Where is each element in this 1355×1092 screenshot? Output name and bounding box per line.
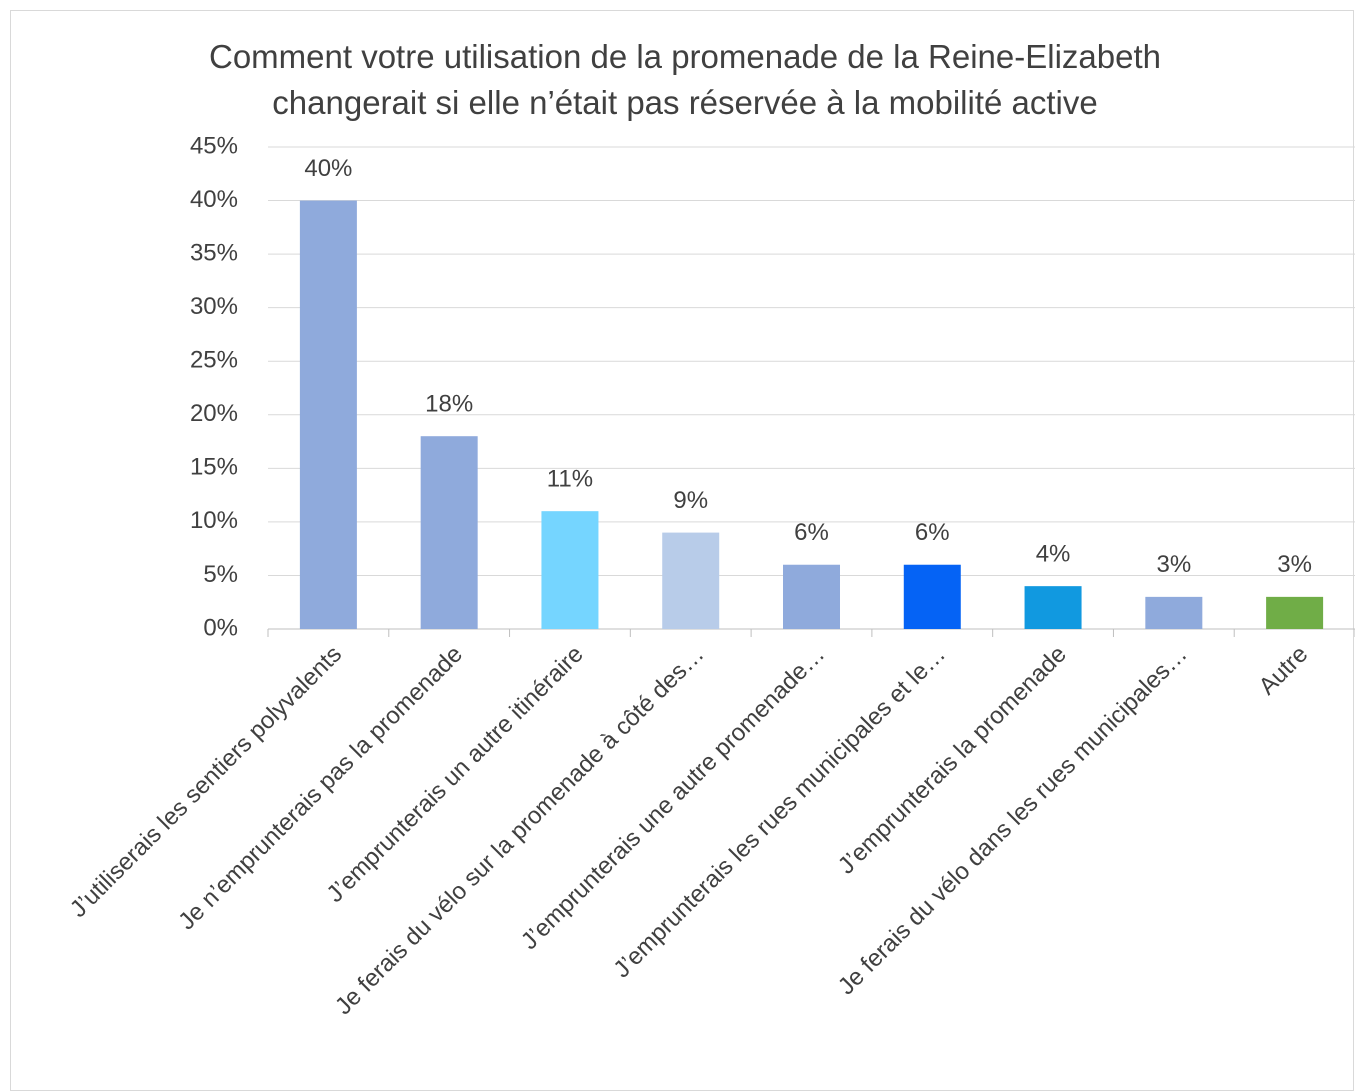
y-tick-label: 5% [203,561,238,588]
x-tick-label: J’emprunterais un autre itinéraire [321,641,588,908]
bar [1266,596,1324,629]
chart-title: Comment votre utilisation de la promenad… [208,38,1162,121]
bar [541,511,599,629]
y-tick-label: 0% [203,614,238,641]
data-label: 6% [794,519,829,546]
bar [1024,586,1082,629]
y-tick-label: 10% [190,507,238,534]
bar [783,564,840,629]
bar [1145,596,1203,629]
y-tick-label: 40% [190,186,238,213]
x-tick-label: J’emprunterais la promenade [833,641,1072,880]
bar [903,564,961,629]
data-label: 40% [304,155,352,182]
y-tick-label: 35% [190,239,238,266]
data-label: 11% [547,466,593,493]
y-tick-label: 25% [190,347,238,374]
x-tick-label: J’utiliserais les sentiers polyvalents [65,641,347,923]
y-tick-label: 45% [190,132,238,159]
y-tick-label: 30% [190,293,238,320]
data-label: 3% [1277,551,1312,578]
data-label: 3% [1156,551,1191,578]
y-tick-label: 20% [190,400,238,427]
bar [662,532,720,629]
data-label: 6% [915,519,950,546]
data-label: 9% [673,487,708,514]
bar [299,200,357,630]
bar [420,436,478,629]
data-label: 4% [1036,540,1071,567]
y-tick-label: 15% [190,454,238,481]
chart-border [10,10,1354,1091]
x-tick-label: Autre [1254,641,1314,701]
data-label: 18% [425,391,473,418]
